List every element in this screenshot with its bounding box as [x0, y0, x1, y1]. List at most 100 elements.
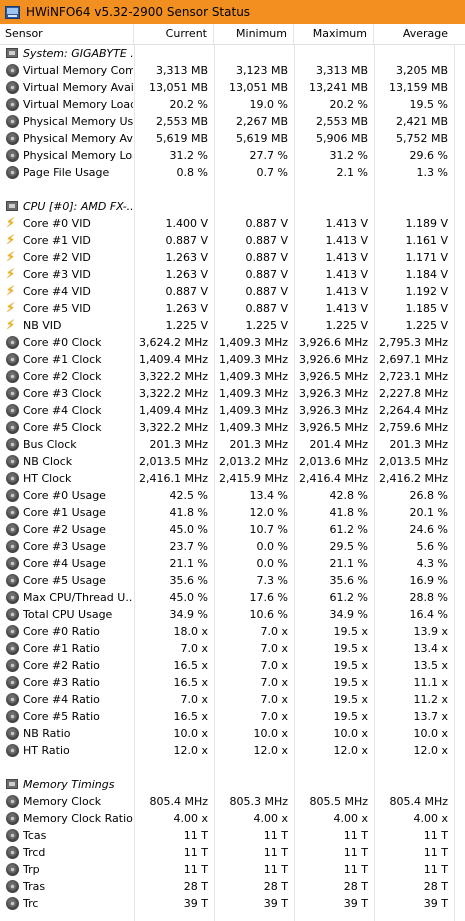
gauge-icon	[6, 353, 19, 366]
sensor-value-current: 7.0 x	[180, 693, 209, 706]
sensor-row[interactable]: Max CPU/Thread U... 45.0 % 17.6 % 61.2 % 28.…	[0, 589, 465, 606]
sensor-row[interactable]: Memory Clock 805.4 MHz 805.3 MHz 805.5 MHz 8…	[0, 793, 465, 810]
sensor-row[interactable]: Core #0 Ratio 18.0 x 7.0 x 19.5 x 13.9 x	[0, 623, 465, 640]
voltage-bolt-icon: ⚡	[6, 267, 16, 282]
sensor-row[interactable]: HT Ratio 12.0 x 12.0 x 12.0 x 12.0 x	[0, 742, 465, 759]
sensor-row[interactable]: ⚡ NB VID 1.225 V 1.225 V 1.225 V 1.225 V	[0, 317, 465, 334]
sensor-row[interactable]: ⚡ Core #4 VID 0.887 V 0.887 V 1.413 V 1.192 V	[0, 283, 465, 300]
sensor-value-maximum: 41.8 %	[329, 506, 368, 519]
sensor-value-minimum: 7.0 x	[260, 625, 289, 638]
sensor-row[interactable]: Virtual Memory Load 20.2 % 19.0 % 20.2 % 19.…	[0, 96, 465, 113]
sensor-row[interactable]: Tras 28 T 28 T 28 T 28 T	[0, 878, 465, 895]
sensor-value-current: 3,313 MB	[155, 64, 208, 77]
sensor-row[interactable]: Physical Memory Used 2,553 MB 2,267 MB 2,55…	[0, 113, 465, 130]
sensor-value-minimum: 12.0 x	[253, 744, 289, 757]
sensor-row[interactable]: Core #2 Ratio 16.5 x 7.0 x 19.5 x 13.5 x	[0, 657, 465, 674]
sensor-row[interactable]: Core #4 Clock 1,409.4 MHz 1,409.3 MHz 3,926…	[0, 402, 465, 419]
sensor-value-average: 2,421 MB	[395, 115, 448, 128]
sensor-row[interactable]: NB Clock 2,013.5 MHz 2,013.2 MHz 2,013.6 MH…	[0, 453, 465, 470]
sensor-row[interactable]: Core #2 Clock 3,322.2 MHz 1,409.3 MHz 3,926…	[0, 368, 465, 385]
sensor-value-maximum: 34.9 %	[329, 608, 368, 621]
gauge-icon	[6, 693, 19, 706]
sensor-row[interactable]: Core #1 Ratio 7.0 x 7.0 x 19.5 x 13.4 x	[0, 640, 465, 657]
voltage-bolt-icon: ⚡	[6, 301, 16, 316]
sensor-group-row[interactable]: Memory Timings	[0, 776, 465, 793]
sensor-row[interactable]: Virtual Memory Com... 3,313 MB 3,123 MB 3,3…	[0, 62, 465, 79]
sensor-value-average: 2,013.5 MHz	[378, 455, 448, 468]
column-header-average[interactable]: Average	[402, 27, 448, 40]
sensor-row[interactable]: Core #3 Clock 3,322.2 MHz 1,409.3 MHz 3,926…	[0, 385, 465, 402]
sensor-row[interactable]: Virtual Memory Avai... 13,051 MB 13,051 MB…	[0, 79, 465, 96]
voltage-bolt-icon: ⚡	[6, 284, 16, 299]
sensor-row[interactable]: Core #0 Clock 3,624.2 MHz 1,409.3 MHz 3,926…	[0, 334, 465, 351]
sensor-row[interactable]: Page File Usage 0.8 % 0.7 % 2.1 % 1.3 %	[0, 164, 465, 181]
sensor-value-current: 20.2 %	[169, 98, 208, 111]
sensor-name: Core #5 VID	[23, 302, 91, 315]
sensor-row[interactable]: Core #2 Usage 45.0 % 10.7 % 61.2 % 24.6 %	[0, 521, 465, 538]
sensor-row[interactable]: Physical Memory Av... 5,619 MB 5,619 MB 5,9…	[0, 130, 465, 147]
title-bar[interactable]: HWiNFO64 v5.32-2900 Sensor Status	[0, 0, 465, 24]
sensor-name: Physical Memory Load	[23, 149, 133, 162]
sensor-row[interactable]: ⚡ Core #3 VID 1.263 V 0.887 V 1.413 V 1.184 V	[0, 266, 465, 283]
sensor-value-average: 13.5 x	[413, 659, 449, 672]
gauge-icon	[6, 132, 19, 145]
sensor-row[interactable]: Core #3 Usage 23.7 % 0.0 % 29.5 % 5.6 %	[0, 538, 465, 555]
gauge-icon	[6, 166, 19, 179]
window-title: HWiNFO64 v5.32-2900 Sensor Status	[26, 5, 251, 19]
sensor-group-row[interactable]: CPU [#0]: AMD FX-...	[0, 198, 465, 215]
sensor-row[interactable]: Core #5 Ratio 16.5 x 7.0 x 19.5 x 13.7 x	[0, 708, 465, 725]
column-header-maximum[interactable]: Maximum	[294, 24, 374, 44]
sensor-row[interactable]: Core #5 Clock 3,322.2 MHz 1,409.3 MHz 3,926…	[0, 419, 465, 436]
sensor-row[interactable]: Memory Clock Ratio 4.00 x 4.00 x 4.00 x 4.00…	[0, 810, 465, 827]
sensor-name: Core #5 Ratio	[23, 710, 100, 723]
sensor-name: Tcas	[23, 829, 47, 842]
sensor-name: Core #4 Clock	[23, 404, 102, 417]
gauge-icon	[6, 557, 19, 570]
sensor-row[interactable]: Core #0 Usage 42.5 % 13.4 % 42.8 % 26.8 %	[0, 487, 465, 504]
sensor-value-average: 2,416.2 MHz	[378, 472, 448, 485]
spacer-row	[0, 181, 465, 198]
sensor-row[interactable]: NB Ratio 10.0 x 10.0 x 10.0 x 10.0 x	[0, 725, 465, 742]
sensor-row[interactable]: Core #1 Clock 1,409.4 MHz 1,409.3 MHz 3,926…	[0, 351, 465, 368]
sensor-row[interactable]: Total CPU Usage 34.9 % 10.6 % 34.9 % 16.4 %	[0, 606, 465, 623]
sensor-value-minimum: 28 T	[263, 880, 288, 893]
sensor-row[interactable]: Core #4 Usage 21.1 % 0.0 % 21.1 % 4.3 %	[0, 555, 465, 572]
sensor-row[interactable]: Tcas 11 T 11 T 11 T 11 T	[0, 827, 465, 844]
sensor-name: Core #2 Clock	[23, 370, 102, 383]
sensor-row[interactable]: HT Clock 2,416.1 MHz 2,415.9 MHz 2,416.4 MH…	[0, 470, 465, 487]
sensor-value-minimum: 1,409.3 MHz	[218, 353, 288, 366]
sensor-row[interactable]: Trp 11 T 11 T 11 T 11 T	[0, 861, 465, 878]
sensor-value-current: 13,051 MB	[148, 81, 208, 94]
sensor-row[interactable]: ⚡ Core #1 VID 0.887 V 0.887 V 1.413 V 1.161 V	[0, 232, 465, 249]
sensor-value-current: 42.5 %	[169, 489, 208, 502]
sensor-value-maximum: 28 T	[343, 880, 368, 893]
sensor-row[interactable]: ⚡ Core #5 VID 1.263 V 0.887 V 1.413 V 1.185 V	[0, 300, 465, 317]
sensor-row[interactable]: Core #3 Ratio 16.5 x 7.0 x 19.5 x 11.1 x	[0, 674, 465, 691]
sensor-row[interactable]: ⚡ Core #0 VID 1.400 V 0.887 V 1.413 V 1.189 V	[0, 215, 465, 232]
sensor-value-average: 12.0 x	[413, 744, 449, 757]
sensor-value-minimum: 1,409.3 MHz	[218, 370, 288, 383]
column-header-minimum[interactable]: Minimum	[214, 24, 294, 44]
sensor-row[interactable]: ⚡ Core #2 VID 1.263 V 0.887 V 1.413 V 1.171 V	[0, 249, 465, 266]
chip-icon	[6, 201, 18, 211]
sensor-value-average: 13,159 MB	[388, 81, 448, 94]
sensor-value-minimum: 1,409.3 MHz	[218, 404, 288, 417]
sensor-row[interactable]: Physical Memory Load 31.2 % 27.7 % 31.2 % 29…	[0, 147, 465, 164]
column-header-current[interactable]: Current	[134, 24, 214, 44]
sensor-value-current: 3,322.2 MHz	[138, 370, 208, 383]
sensor-name: Memory Timings	[23, 778, 115, 791]
sensor-value-current: 35.6 %	[169, 574, 208, 587]
sensor-row[interactable]: Core #1 Usage 41.8 % 12.0 % 41.8 % 20.1 %	[0, 504, 465, 521]
sensor-row[interactable]: Bus Clock 201.3 MHz 201.3 MHz 201.4 MHz 201.…	[0, 436, 465, 453]
sensor-value-average: 805.4 MHz	[389, 795, 448, 808]
column-header-sensor[interactable]: Sensor	[0, 24, 134, 44]
sensor-row[interactable]: Core #4 Ratio 7.0 x 7.0 x 19.5 x 11.2 x	[0, 691, 465, 708]
sensor-name: HT Clock	[23, 472, 72, 485]
sensor-group-row[interactable]: System: GIGABYTE ...	[0, 45, 465, 62]
sensor-name: Virtual Memory Com...	[23, 64, 133, 77]
sensor-value-minimum: 12.0 %	[249, 506, 288, 519]
sensor-row[interactable]: Core #5 Usage 35.6 % 7.3 % 35.6 % 16.9 %	[0, 572, 465, 589]
gauge-icon	[6, 625, 19, 638]
sensor-row[interactable]: Trc 39 T 39 T 39 T 39 T	[0, 895, 465, 912]
sensor-row[interactable]: Trcd 11 T 11 T 11 T 11 T	[0, 844, 465, 861]
